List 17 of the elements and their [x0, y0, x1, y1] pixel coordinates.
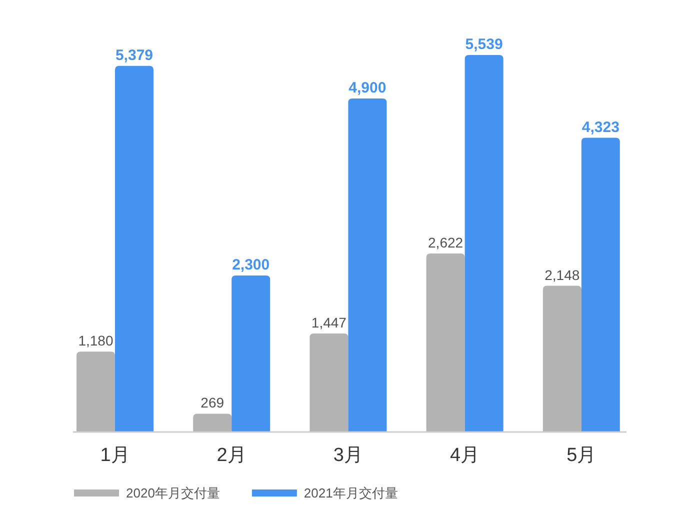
- legend-label: 2021年月交付量: [304, 486, 398, 500]
- x-tick-label: 1月: [100, 445, 130, 466]
- x-tick-label: 5月: [566, 445, 596, 466]
- data-label: 2,148: [544, 266, 580, 283]
- x-tick-label: 2月: [216, 445, 246, 466]
- data-label: 4,323: [582, 118, 620, 136]
- data-label: 1,180: [78, 332, 114, 349]
- data-label: 2,300: [232, 256, 270, 274]
- legend-label: 2020年月交付量: [126, 486, 220, 500]
- data-label: 2,622: [428, 234, 464, 251]
- data-label: 5,379: [115, 46, 154, 64]
- x-tick-label: 3月: [333, 445, 363, 466]
- x-tick-label: 4月: [450, 445, 480, 466]
- data-label: 1,447: [311, 314, 346, 331]
- data-label: 4,900: [348, 80, 386, 96]
- data-label: 269: [200, 394, 224, 411]
- data-label: 5,539: [465, 36, 503, 53]
